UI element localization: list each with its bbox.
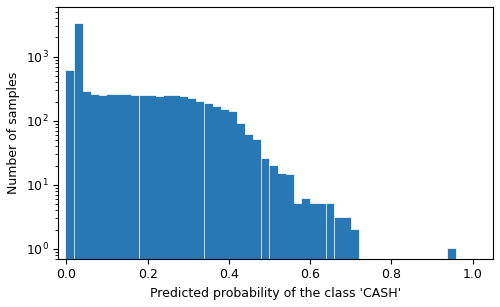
Bar [132, 95, 140, 307]
Bar [66, 71, 74, 307]
Bar [237, 124, 245, 307]
Bar [204, 104, 212, 307]
Bar [140, 96, 147, 307]
Bar [270, 165, 278, 307]
Bar [294, 204, 302, 307]
Bar [254, 140, 262, 307]
Bar [302, 199, 310, 307]
Bar [246, 135, 253, 307]
Bar [172, 95, 180, 307]
Bar [334, 218, 342, 307]
Bar [99, 96, 107, 307]
Bar [351, 230, 359, 307]
Bar [74, 25, 82, 307]
Bar [107, 95, 115, 307]
Bar [188, 99, 196, 307]
Y-axis label: Number of samples: Number of samples [7, 72, 20, 194]
Bar [318, 204, 326, 307]
Bar [278, 173, 285, 307]
Bar [148, 96, 156, 307]
Bar [286, 176, 294, 307]
Bar [124, 95, 132, 307]
Bar [180, 97, 188, 307]
Bar [221, 110, 229, 307]
Bar [448, 249, 456, 307]
Bar [310, 204, 318, 307]
Bar [91, 95, 99, 307]
Bar [164, 96, 172, 307]
Bar [196, 102, 204, 307]
X-axis label: Predicted probability of the class 'CASH': Predicted probability of the class 'CASH… [150, 287, 401, 300]
Bar [82, 92, 90, 307]
Bar [262, 159, 270, 307]
Bar [212, 107, 220, 307]
Bar [115, 95, 123, 307]
Bar [326, 204, 334, 307]
Bar [156, 97, 164, 307]
Bar [343, 218, 350, 307]
Bar [229, 112, 237, 307]
